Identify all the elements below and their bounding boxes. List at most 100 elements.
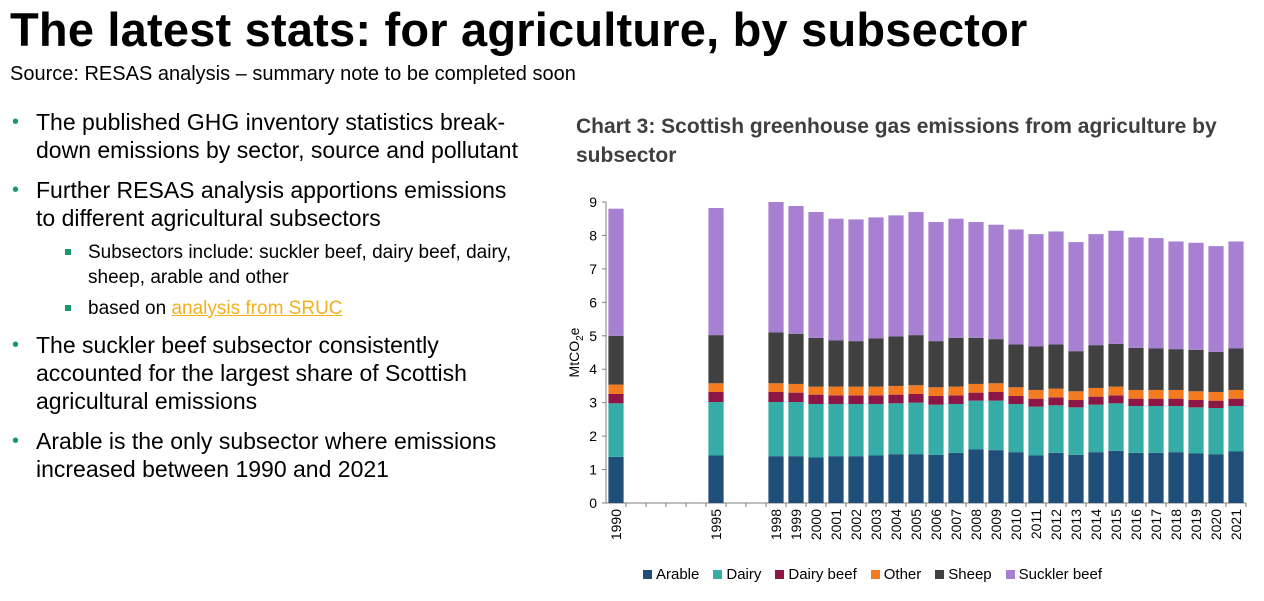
bar-segment-arable [1008,452,1024,503]
bar-segment-dairy-beef [1008,395,1024,405]
bar-segment-sheep [1208,351,1224,392]
bar-segment-other [1068,391,1084,400]
x-tick-label: 2020 [1208,509,1224,540]
bar-segment-dairy-beef [948,395,964,405]
bar-segment-sheep [1028,346,1044,390]
bar-segment-dairy [988,400,1004,451]
bar-segment-other [868,386,884,396]
x-tick-label: 2016 [1128,509,1144,540]
legend-swatch [1005,570,1015,579]
bar-segment-sheep [608,335,624,385]
bullet-list: • The published GHG inventory statistics… [10,108,530,495]
x-tick-label: 2008 [968,509,984,540]
bar-segment-dairy [1188,407,1204,454]
x-tick-label: 2004 [888,509,904,540]
legend-swatch [935,570,945,579]
bullet-item: • The published GHG inventory statistics… [10,108,530,164]
bar-segment-sheep [1048,344,1064,389]
bar-segment-arable [788,456,804,503]
legend-label: Other [883,566,922,583]
bar-segment-other [1228,389,1244,399]
bar-segment-sheep [968,337,984,384]
bar-segment-dairy-beef [808,394,824,405]
x-tick-label: 2007 [948,509,964,540]
x-tick-label: 2012 [1048,509,1064,540]
bar-segment-dairy [1048,405,1064,453]
bar-segment-sheep [1008,344,1024,388]
bar-segment-other [848,386,864,396]
bar-segment-arable [708,455,724,503]
sruc-analysis-link[interactable]: analysis from SRUC [171,298,343,319]
x-tick-label: 2002 [848,509,864,540]
bar-segment-dairy [888,403,904,455]
bar-segment-dairy [608,403,624,457]
bar-segment-suckler-beef [968,222,984,338]
bar-segment-dairy [1108,403,1124,451]
x-tick-label: 1990 [608,509,624,540]
bar-segment-other [1208,391,1224,401]
bar-segment-sheep [1188,349,1204,392]
bar-segment-sheep [948,337,964,387]
sub-bullet-square [65,305,71,311]
x-tick-label: 2014 [1088,509,1104,540]
bar-segment-dairy-beef [1188,399,1204,408]
y-tick-label: 7 [589,261,597,277]
bar-segment-dairy-beef [708,391,724,402]
bar-segment-dairy-beef [1088,396,1104,405]
bar-segment-other [828,386,844,396]
x-tick-label: 1999 [788,509,804,540]
bar-segment-other [1108,386,1124,396]
legend-label: Sheep [948,566,992,583]
bar-segment-dairy-beef [888,394,904,404]
page-subtitle: Source: RESAS analysis – summary note to… [10,63,576,85]
bar-segment-other [1028,389,1044,399]
bullet-item: • Arable is the only subsector where emi… [10,427,530,483]
bar-segment-suckler-beef [1088,234,1104,346]
y-tick-label: 8 [589,227,597,243]
bar-segment-suckler-beef [1228,241,1244,349]
bar-segment-sheep [788,333,804,384]
x-tick-label: 2009 [988,509,1004,540]
bar-segment-sheep [928,341,944,388]
bar-segment-arable [928,454,944,503]
bar-segment-dairy [1028,406,1044,456]
bar-segment-dairy [928,404,944,455]
bar-segment-other [788,383,804,393]
legend-label: Arable [656,566,700,583]
bar-segment-other [908,385,924,394]
y-tick-label: 5 [589,328,597,344]
x-tick-label: 2005 [908,509,924,540]
bar-segment-dairy [1088,404,1104,453]
bullet-text: Further RESAS analysis apportions emissi… [36,177,507,231]
bar-segment-dairy [948,404,964,453]
x-tick-label: 1998 [768,509,784,540]
bar-segment-dairy [768,401,784,457]
bar-segment-suckler-beef [708,208,724,336]
bullet-dot: • [12,179,20,201]
bar-segment-dairy-beef [1208,400,1224,409]
bar-segment-arable [968,449,984,503]
bar-segment-arable [1188,453,1204,503]
bar-segment-other [1008,387,1024,396]
legend-item: Dairy [713,566,761,583]
bar-segment-dairy-beef [968,392,984,401]
bar-segment-dairy-beef [1168,398,1184,407]
chart-title: Chart 3: Scottish greenhouse gas emissio… [576,115,1217,167]
bullet-dot: • [12,334,20,356]
y-tick-label: 4 [589,361,597,377]
bar-segment-suckler-beef [1028,234,1044,347]
bar-segment-arable [768,456,784,503]
bar-segment-dairy [1208,408,1224,455]
legend-label: Dairy [726,566,762,583]
bar-segment-sheep [1228,348,1244,390]
legend-swatch [775,570,785,579]
sub-bullet-item: Subsectors include: suckler beef, dairy … [10,240,530,290]
bar-segment-suckler-beef [768,202,784,333]
legend-swatch [870,570,880,579]
bar-segment-dairy [1008,404,1024,453]
legend-swatch [643,570,652,579]
x-tick-label: 2000 [808,509,824,540]
bar-segment-arable [1128,452,1144,503]
bar-segment-suckler-beef [868,217,884,339]
bar-segment-suckler-beef [828,218,844,341]
